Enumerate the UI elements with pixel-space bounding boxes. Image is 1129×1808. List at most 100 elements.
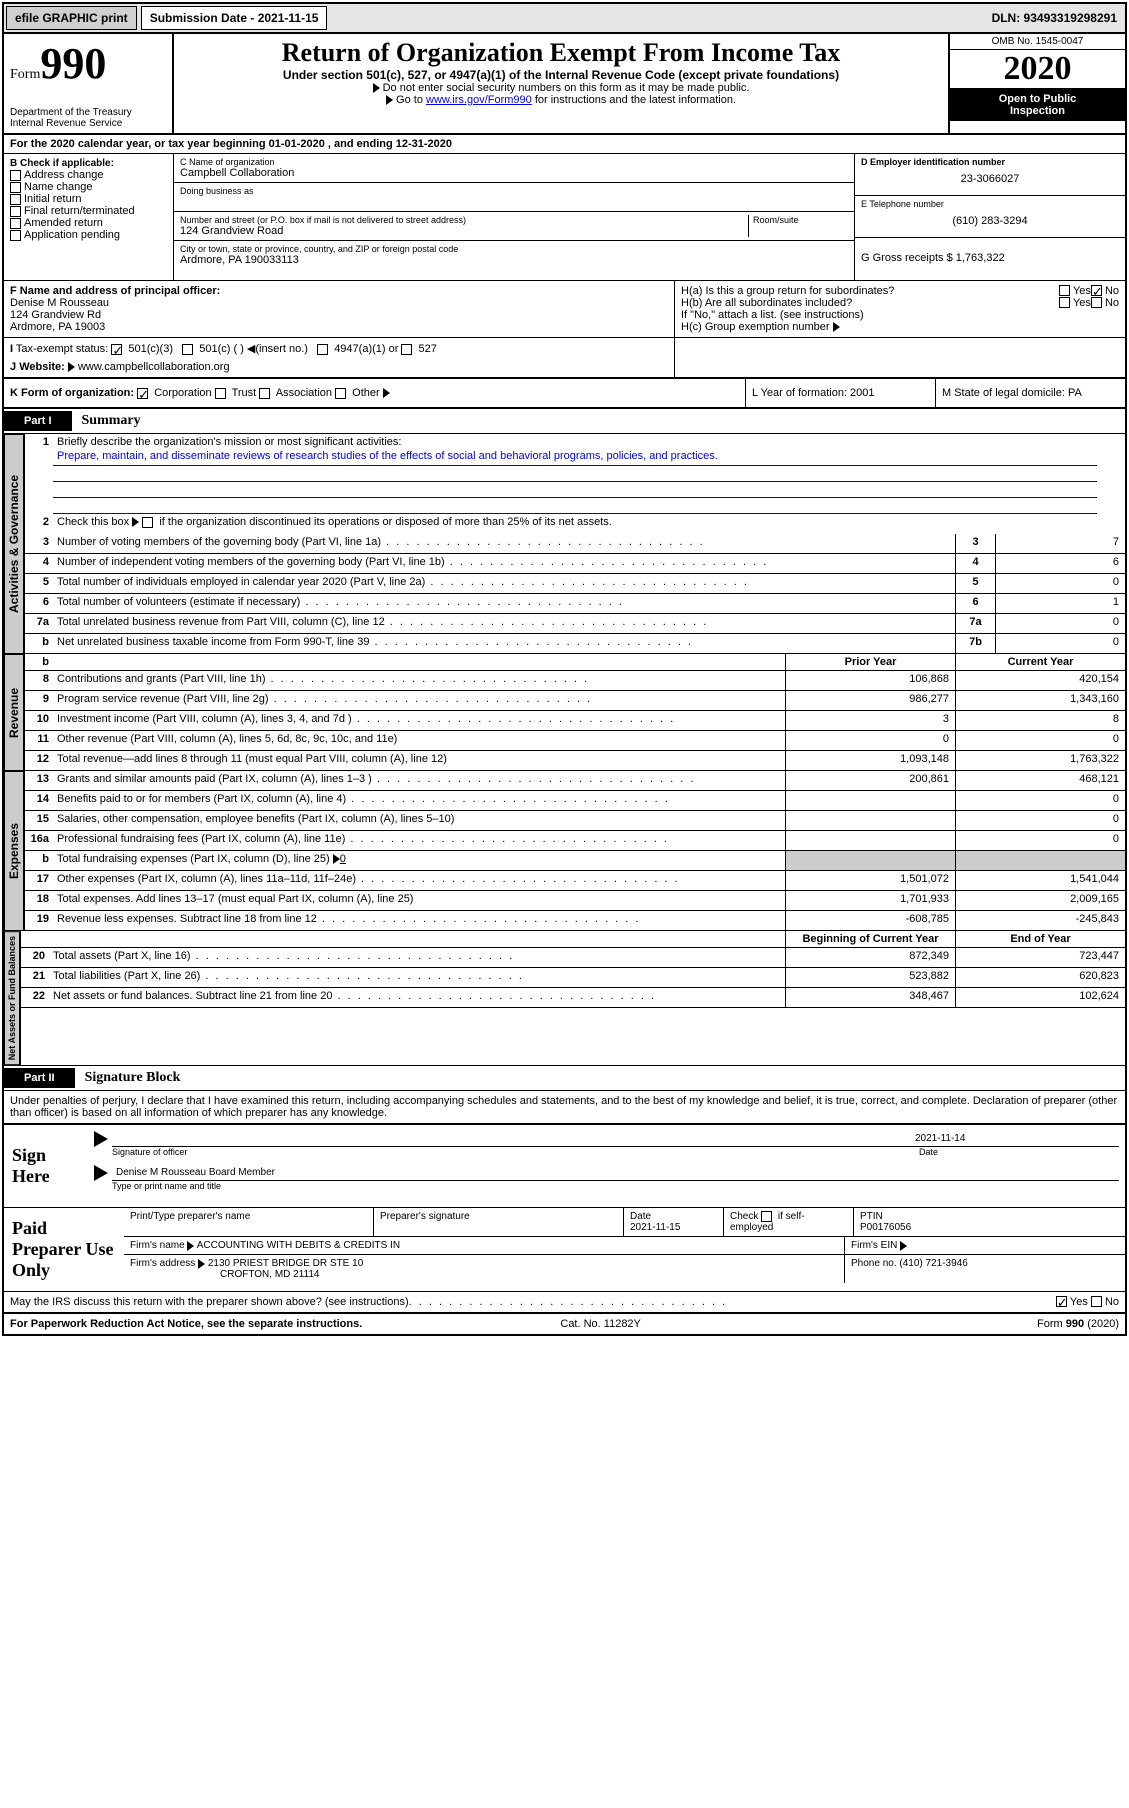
firm-phone: Phone no. (410) 721-3946 xyxy=(845,1255,1125,1283)
line2: Check this box if the organization disco… xyxy=(53,514,1125,534)
cb-501c[interactable] xyxy=(182,344,193,355)
cb-discontinued[interactable] xyxy=(142,517,153,528)
cb-discuss-no[interactable] xyxy=(1091,1296,1102,1307)
self-employed: Check if self-employed xyxy=(724,1208,854,1236)
val4: 6 xyxy=(995,554,1125,573)
cb-ha-no[interactable]: ✓ xyxy=(1091,285,1102,296)
discuss-label: May the IRS discuss this return with the… xyxy=(10,1296,409,1308)
line22: Net assets or fund balances. Subtract li… xyxy=(49,988,785,1007)
cb-name-change[interactable] xyxy=(10,182,21,193)
vtab-netassets: Net Assets or Fund Balances xyxy=(4,931,20,1065)
part1-tab: Part I xyxy=(4,411,72,431)
revenue-section: Revenue bPrior YearCurrent Year 8Contrib… xyxy=(4,654,1125,771)
cb-hb-yes[interactable] xyxy=(1059,297,1070,308)
arrow-icon xyxy=(94,1131,108,1147)
omb-no: OMB No. 1545-0047 xyxy=(950,34,1125,50)
irs-link[interactable]: www.irs.gov/Form990 xyxy=(426,94,532,106)
cb-discuss-yes[interactable]: ✓ xyxy=(1056,1296,1067,1307)
cb-other[interactable] xyxy=(335,388,346,399)
paid-preparer-label: Paid Preparer Use Only xyxy=(4,1208,124,1291)
form-990-footer: Form 990 (2020) xyxy=(1037,1318,1119,1330)
website-url: www.campbellcollaboration.org xyxy=(78,361,230,373)
ptin-value: P00176056 xyxy=(860,1222,911,1233)
cb-amended-return[interactable] xyxy=(10,218,21,229)
prep-name-label: Print/Type preparer's name xyxy=(124,1208,374,1236)
row-f-h: F Name and address of principal officer:… xyxy=(4,280,1125,337)
year-formation: L Year of formation: 2001 xyxy=(745,379,935,407)
cb-4947[interactable] xyxy=(317,344,328,355)
line21: Total liabilities (Part X, line 26) xyxy=(49,968,785,987)
form-990-page: efile GRAPHIC print Submission Date - 20… xyxy=(2,2,1127,1336)
mission-text: Prepare, maintain, and disseminate revie… xyxy=(53,450,1097,466)
cb-self-employed[interactable] xyxy=(761,1211,772,1222)
line8: Contributions and grants (Part VIII, lin… xyxy=(53,671,785,690)
line10: Investment income (Part VIII, column (A)… xyxy=(53,711,785,730)
part1-header: Part I Summary xyxy=(4,409,1125,434)
prep-date-label: Date xyxy=(630,1211,651,1222)
section-b-through-g: B Check if applicable: Address change Na… xyxy=(4,154,1125,280)
vtab-expenses: Expenses xyxy=(4,771,24,931)
discuss-row: May the IRS discuss this return with the… xyxy=(4,1291,1125,1312)
line17: Other expenses (Part IX, column (A), lin… xyxy=(53,871,785,890)
cb-ha-yes[interactable] xyxy=(1059,285,1070,296)
val7b: 0 xyxy=(995,634,1125,653)
street-address: 124 Grandview Road xyxy=(180,225,748,237)
dept-irs: Internal Revenue Service xyxy=(10,118,166,129)
tel-label: E Telephone number xyxy=(861,199,1119,209)
line4: Number of independent voting members of … xyxy=(53,554,955,573)
footer: For Paperwork Reduction Act Notice, see … xyxy=(4,1312,1125,1334)
line5: Total number of individuals employed in … xyxy=(53,574,955,593)
firm-addr2: CROFTON, MD 21114 xyxy=(130,1269,319,1280)
tax-exempt-status: I Tax-exempt status: ✓ 501(c)(3) 501(c) … xyxy=(10,342,668,355)
city-state-zip: Ardmore, PA 190033113 xyxy=(180,254,848,266)
cb-501c3[interactable]: ✓ xyxy=(111,344,122,355)
firm-ein-label: Firm's EIN xyxy=(851,1240,897,1251)
subtitle: Under section 501(c), 527, or 4947(a)(1)… xyxy=(180,68,942,82)
submission-date: Submission Date - 2021-11-15 xyxy=(141,6,328,30)
col-b-header: B Check if applicable: xyxy=(10,158,167,169)
part1-title: Summary xyxy=(72,409,151,433)
line15: Salaries, other compensation, employee b… xyxy=(53,811,785,830)
cb-final-return[interactable] xyxy=(10,206,21,217)
sign-here-label: Sign Here xyxy=(4,1125,84,1207)
line7a: Total unrelated business revenue from Pa… xyxy=(53,614,955,633)
part2-header: Part II Signature Block xyxy=(4,1065,1125,1091)
val5: 0 xyxy=(995,574,1125,593)
cb-address-change[interactable] xyxy=(10,170,21,181)
state-domicile: M State of legal domicile: PA xyxy=(935,379,1125,407)
firm-addr-label: Firm's address xyxy=(130,1258,195,1269)
part2-title: Signature Block xyxy=(75,1066,191,1090)
org-name-label: C Name of organization xyxy=(180,157,848,167)
firm-addr1: 2130 PRIEST BRIDGE DR STE 10 xyxy=(208,1258,363,1269)
th-current-year: Current Year xyxy=(955,654,1125,670)
tax-year: 2020 xyxy=(950,50,1125,89)
top-toolbar: efile GRAPHIC print Submission Date - 20… xyxy=(4,4,1125,34)
perjury-text: Under penalties of perjury, I declare th… xyxy=(4,1091,1125,1123)
th-beginning: Beginning of Current Year xyxy=(785,931,955,947)
efile-print-button[interactable]: efile GRAPHIC print xyxy=(6,6,137,30)
cb-trust[interactable] xyxy=(215,388,226,399)
line14: Benefits paid to or for members (Part IX… xyxy=(53,791,785,810)
officer-name: Denise M Rousseau Board Member xyxy=(112,1165,1119,1181)
cb-527[interactable] xyxy=(401,344,412,355)
form-id-cell: Form990 Department of the Treasury Inter… xyxy=(4,34,174,133)
activities-governance-section: Activities & Governance 1Briefly describ… xyxy=(4,434,1125,654)
col-d-through-g: D Employer identification number23-30660… xyxy=(855,154,1125,280)
page-title: Return of Organization Exempt From Incom… xyxy=(180,38,942,68)
cb-hb-no[interactable] xyxy=(1091,297,1102,308)
part2-tab: Part II xyxy=(4,1068,75,1088)
date-label: Date xyxy=(919,1147,1119,1157)
cb-assoc[interactable] xyxy=(259,388,270,399)
cb-corp[interactable]: ✓ xyxy=(137,388,148,399)
cb-application-pending[interactable] xyxy=(10,230,21,241)
org-name: Campbell Collaboration xyxy=(180,167,848,179)
line18: Total expenses. Add lines 13–17 (must eq… xyxy=(53,891,785,910)
principal-officer: F Name and address of principal officer:… xyxy=(4,281,675,337)
row-i-j: I Tax-exempt status: ✓ 501(c)(3) 501(c) … xyxy=(4,337,1125,379)
cb-initial-return[interactable] xyxy=(10,194,21,205)
title-cell: Return of Organization Exempt From Incom… xyxy=(174,34,950,133)
line19: Revenue less expenses. Subtract line 18 … xyxy=(53,911,785,930)
tel-value: (610) 283-3294 xyxy=(861,209,1119,227)
line11: Other revenue (Part VIII, column (A), li… xyxy=(53,731,785,750)
ein-label: D Employer identification number xyxy=(861,157,1119,167)
